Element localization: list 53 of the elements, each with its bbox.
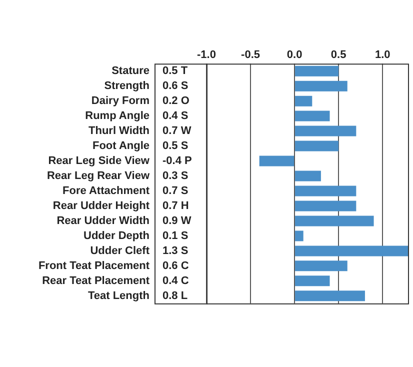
data-label: 0.6 C xyxy=(162,260,189,272)
data-label: 0.5 S xyxy=(162,140,188,152)
y-tick-label: Rear Teat Placement xyxy=(42,274,150,287)
bar xyxy=(295,96,312,106)
data-label: 0.9 W xyxy=(162,215,192,227)
bar xyxy=(295,186,356,196)
data-label: 1.3 S xyxy=(162,244,188,257)
y-tick-label: Front Teat Placement xyxy=(38,260,150,272)
bar xyxy=(295,216,374,226)
bar xyxy=(295,66,339,76)
bar xyxy=(295,246,409,256)
data-label: 0.4 S xyxy=(162,110,188,122)
y-tick-label: Udder Depth xyxy=(84,230,150,242)
data-label: 0.1 S xyxy=(162,230,188,242)
bar xyxy=(295,126,356,136)
y-tick-label: Rear Leg Side View xyxy=(48,155,150,168)
data-label: 0.7 S xyxy=(162,185,188,198)
bar xyxy=(295,200,356,212)
data-label: 0.6 S xyxy=(162,80,188,92)
y-tick-label: Rump Angle xyxy=(85,110,150,122)
data-label: 0.8 L xyxy=(162,290,188,302)
bar xyxy=(295,276,330,286)
bar xyxy=(259,156,294,166)
y-tick-label: Dairy Form xyxy=(91,95,150,108)
y-tick-label: Teat Length xyxy=(88,290,150,302)
y-tick-label: Rear Leg Rear View xyxy=(46,170,150,182)
bar xyxy=(295,260,348,272)
bar xyxy=(295,80,348,92)
data-label: -0.4 P xyxy=(162,155,192,168)
x-tick-label: -1.0 xyxy=(197,49,216,62)
y-tick-label: Rear Udder Width xyxy=(56,215,150,227)
x-tick-label: -0.5 xyxy=(241,49,260,62)
bar xyxy=(295,110,330,122)
y-tick-label: Thurl Width xyxy=(88,125,150,138)
bar xyxy=(295,290,365,302)
bar xyxy=(295,140,339,152)
x-tick-label: 0.0 xyxy=(286,49,302,62)
y-tick-label: Fore Attachment xyxy=(62,185,150,198)
x-tick-label: 0.5 xyxy=(330,49,346,62)
y-tick-label: Stature xyxy=(112,65,150,78)
data-label: 0.4 C xyxy=(162,274,189,287)
y-tick-label: Foot Angle xyxy=(92,140,150,152)
bar xyxy=(295,170,321,182)
y-tick-label: Udder Cleft xyxy=(90,244,150,257)
y-tick-label: Strength xyxy=(104,80,150,92)
data-label: 0.2 O xyxy=(162,95,190,108)
data-label: 0.7 W xyxy=(162,125,192,138)
data-label: 0.5 T xyxy=(162,65,188,78)
y-tick-label: Rear Udder Height xyxy=(52,200,150,212)
bar xyxy=(295,230,304,242)
data-label: 0.7 H xyxy=(162,200,189,212)
x-tick-label: 1.0 xyxy=(374,49,390,62)
data-label: 0.3 S xyxy=(162,170,188,182)
